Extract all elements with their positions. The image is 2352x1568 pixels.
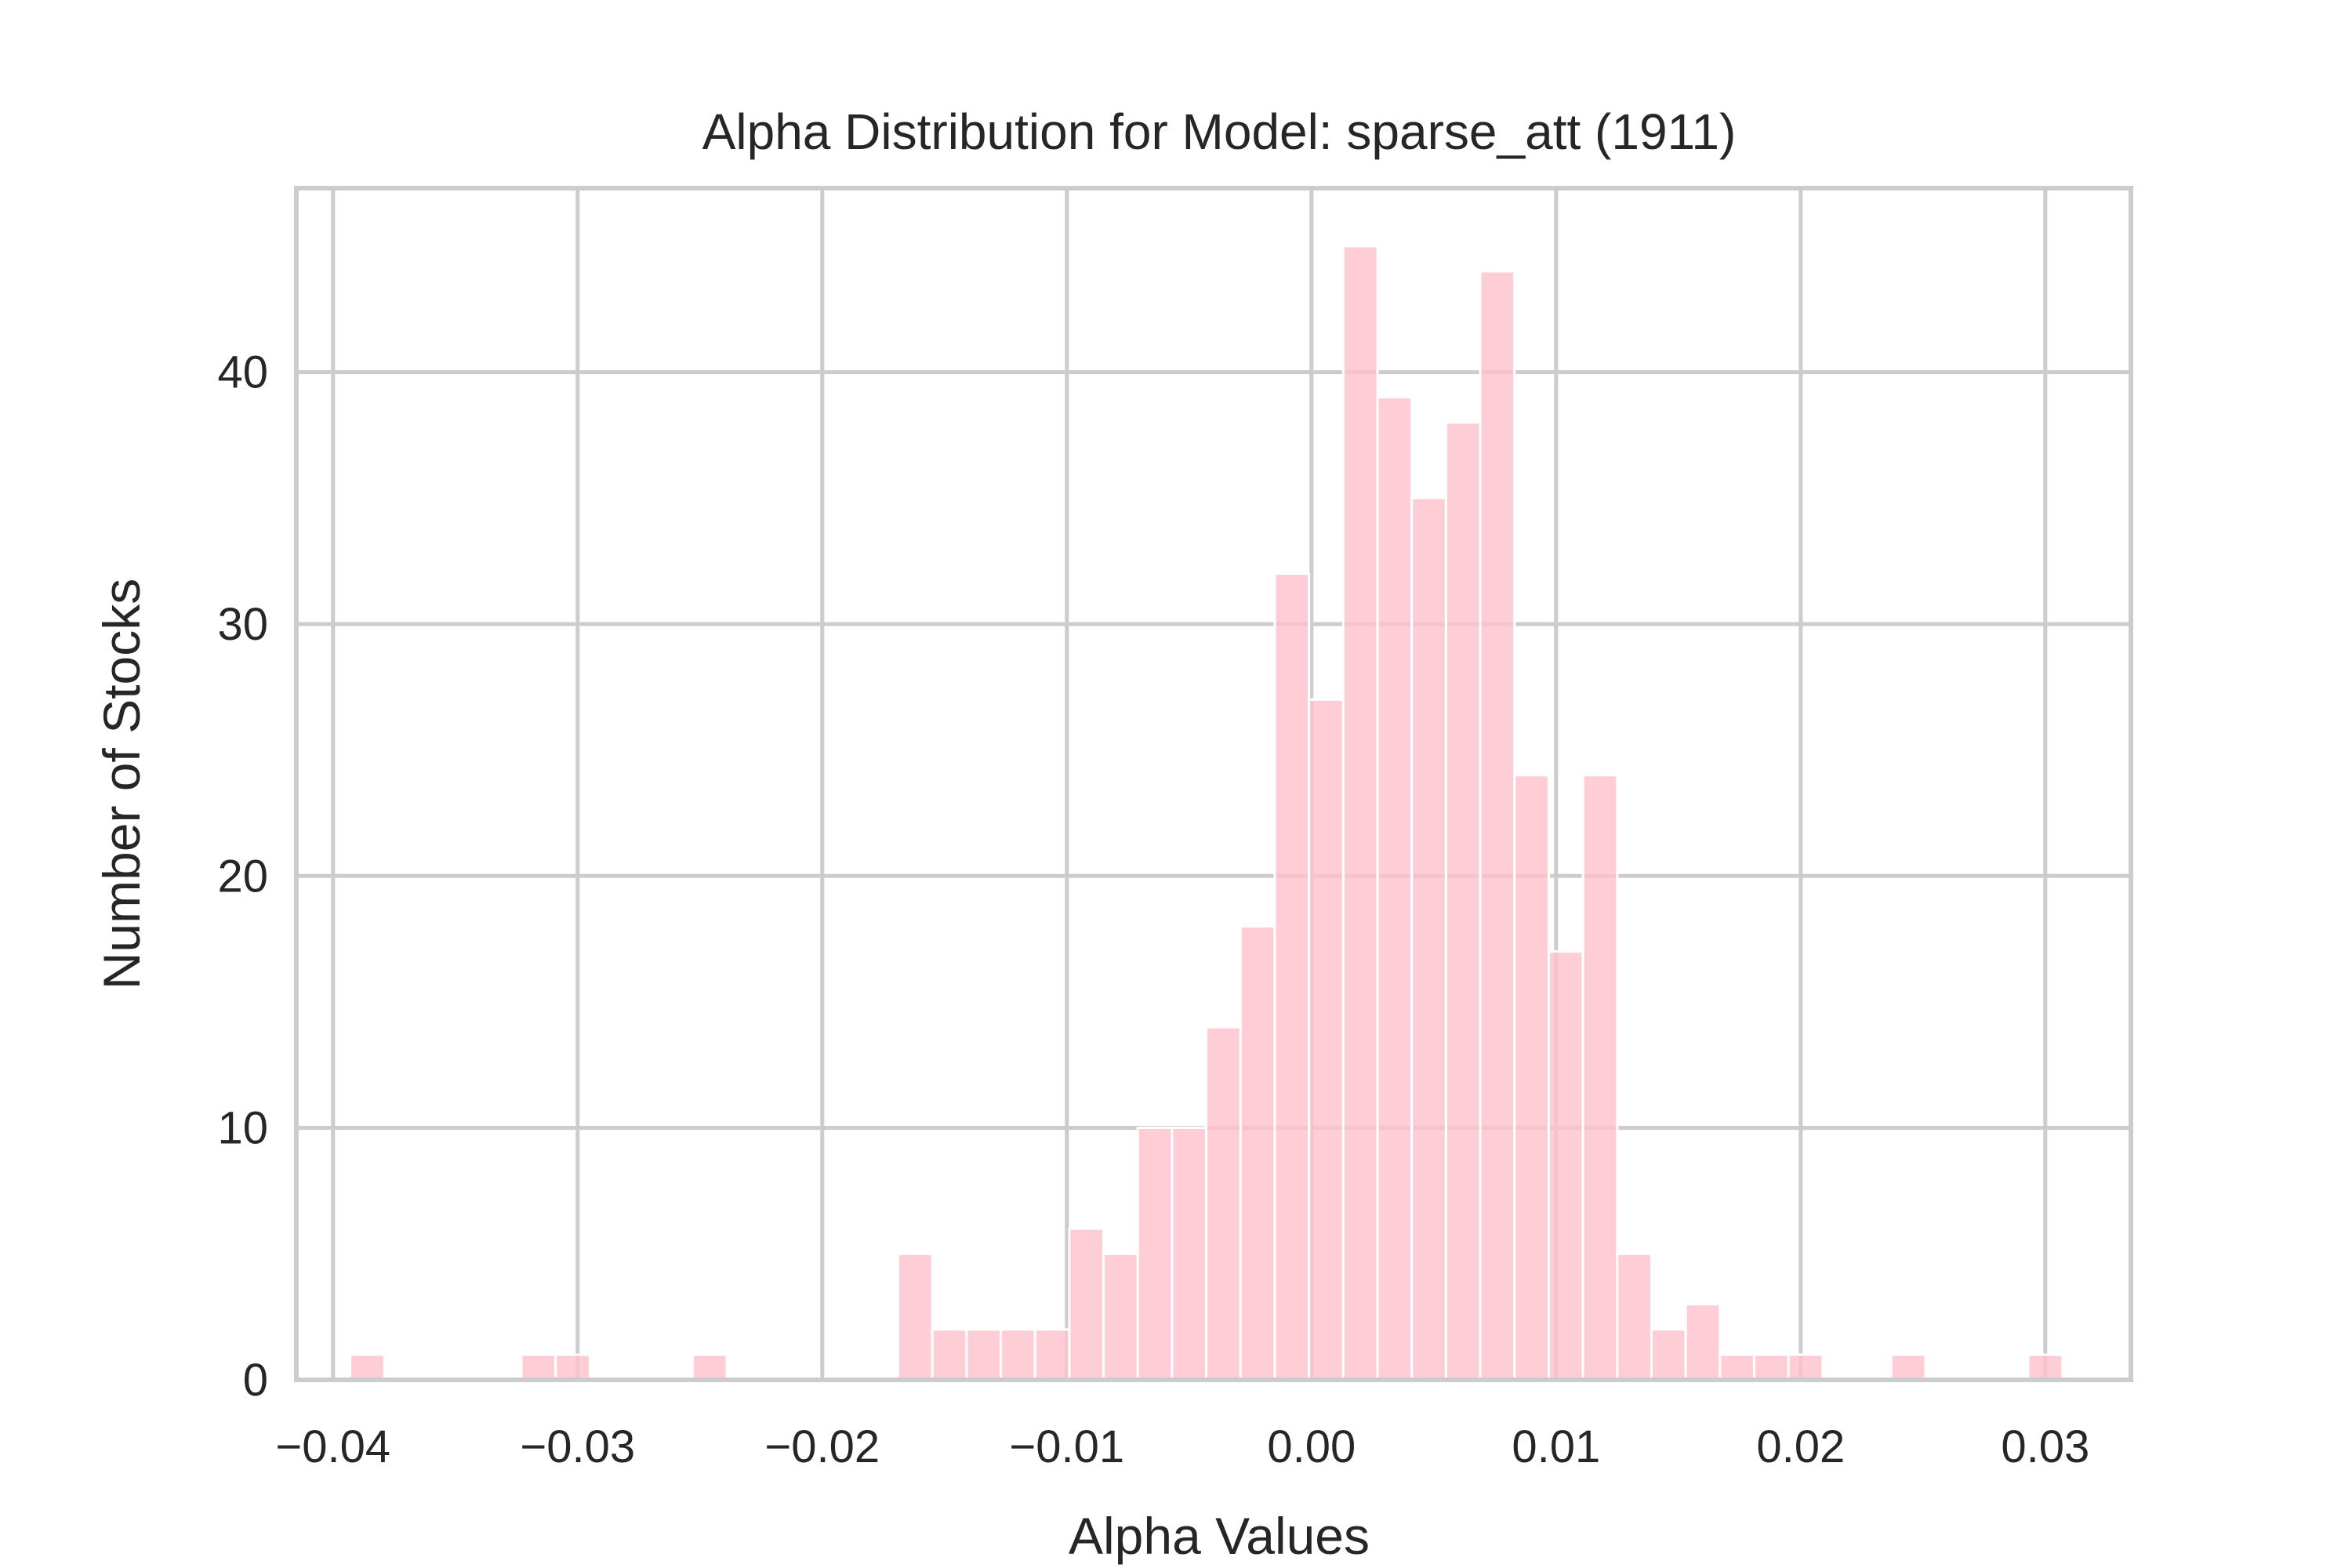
histogram-bar bbox=[1273, 572, 1311, 1381]
histogram-bar bbox=[1787, 1353, 1824, 1381]
x-tick-label: 0.02 bbox=[1756, 1421, 1845, 1472]
histogram-bar bbox=[1616, 1252, 1653, 1381]
y-tick-label: 0 bbox=[243, 1355, 268, 1406]
histogram-bar bbox=[691, 1353, 728, 1381]
tick-labels: −0.04 −0.03 −0.02 −0.01 0.00 0.01 0.02 0.03 0 10 2… bbox=[217, 347, 2089, 1472]
histogram-bar bbox=[1239, 925, 1276, 1381]
histogram-bar bbox=[1341, 245, 1379, 1381]
x-axis-label: Alpha Values bbox=[1069, 1507, 1370, 1565]
x-tick-label: −0.04 bbox=[275, 1421, 390, 1472]
chart-title: Alpha Distribution for Model: sparse_att… bbox=[702, 103, 1737, 160]
bars bbox=[349, 245, 2064, 1381]
histogram-bar bbox=[1033, 1328, 1071, 1381]
histogram-bar bbox=[1581, 774, 1619, 1381]
histogram-bar bbox=[1205, 1025, 1242, 1381]
histogram-bar bbox=[1000, 1328, 1036, 1381]
histogram-bar bbox=[520, 1353, 557, 1381]
histogram-bar bbox=[1719, 1353, 1756, 1381]
x-tick-label: −0.01 bbox=[1009, 1421, 1124, 1472]
histogram-bar bbox=[1102, 1252, 1139, 1381]
histogram-bar bbox=[1513, 774, 1550, 1381]
y-tick-label: 20 bbox=[217, 851, 268, 902]
histogram-bar bbox=[1136, 1127, 1174, 1381]
histogram-bar bbox=[554, 1353, 591, 1381]
histogram-bar bbox=[1068, 1227, 1105, 1381]
histogram-bar bbox=[1479, 270, 1516, 1381]
histogram-bar bbox=[931, 1328, 968, 1381]
y-tick-label: 10 bbox=[217, 1103, 268, 1154]
histogram-bar bbox=[1889, 1353, 1927, 1381]
x-tick-label: −0.03 bbox=[520, 1421, 635, 1472]
histogram-bar bbox=[1444, 421, 1482, 1381]
histogram-bar bbox=[2027, 1353, 2064, 1381]
histogram-bar bbox=[1410, 496, 1447, 1381]
y-axis-label: Number of Stocks bbox=[93, 579, 151, 990]
histogram-bar bbox=[1547, 950, 1584, 1381]
histogram-bar bbox=[1684, 1303, 1722, 1381]
x-tick-label: −0.02 bbox=[764, 1421, 880, 1472]
y-tick-label: 40 bbox=[217, 347, 268, 398]
histogram-bar bbox=[1171, 1127, 1208, 1381]
histogram-bar bbox=[897, 1252, 934, 1381]
histogram-bar bbox=[349, 1353, 386, 1381]
plot-frame bbox=[294, 186, 2133, 1382]
x-tick-label: 0.00 bbox=[1267, 1421, 1356, 1472]
histogram-bar bbox=[965, 1328, 1003, 1381]
x-tick-label: 0.01 bbox=[1512, 1421, 1600, 1472]
y-tick-label: 30 bbox=[217, 599, 268, 650]
histogram-bar bbox=[1308, 698, 1345, 1381]
x-tick-label: 0.03 bbox=[2001, 1421, 2089, 1472]
histogram-bar bbox=[1376, 396, 1414, 1381]
histogram-bar bbox=[1650, 1328, 1687, 1381]
histogram-bar bbox=[1753, 1353, 1790, 1381]
